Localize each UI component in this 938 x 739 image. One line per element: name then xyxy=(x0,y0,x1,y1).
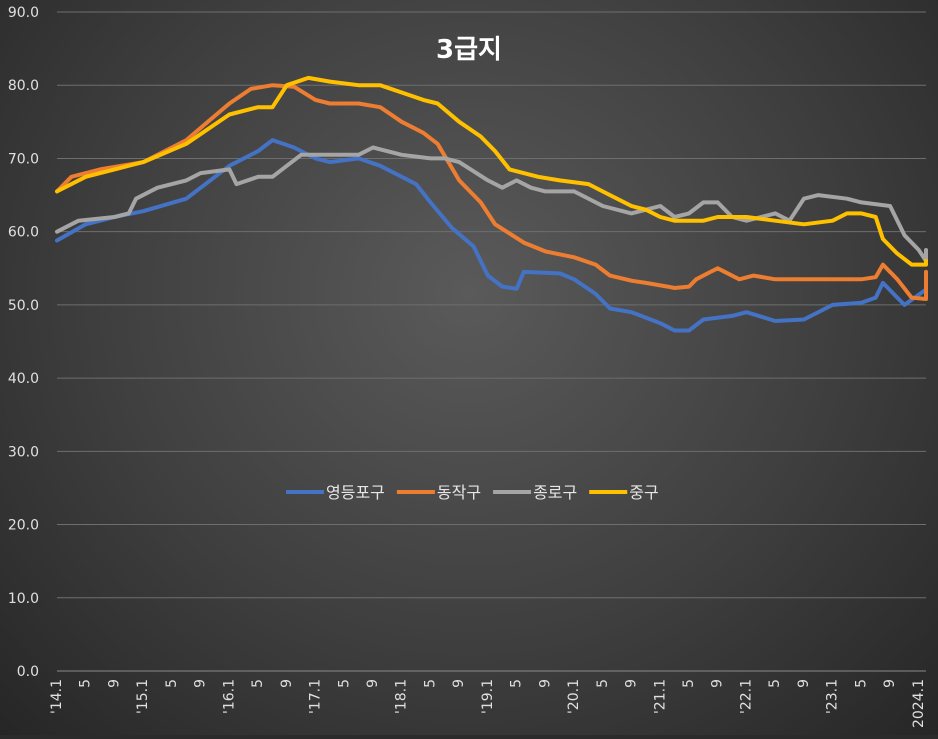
x-tick-label: 9 xyxy=(279,679,295,688)
legend-label-1: 동작구 xyxy=(437,483,481,502)
x-tick-label: '19.1 xyxy=(480,679,496,714)
x-tick-label: 5 xyxy=(250,679,266,688)
x-tick-label: 5 xyxy=(681,679,697,688)
x-tick-label: 9 xyxy=(882,679,898,688)
series-layer xyxy=(55,75,928,333)
x-tick-label: 5 xyxy=(336,679,352,688)
y-tick-label: 50.0 xyxy=(8,298,39,314)
x-tick-label: 9 xyxy=(451,679,467,688)
y-tick-label: 80.0 xyxy=(8,78,39,94)
series-line-0 xyxy=(55,138,928,333)
x-tick-label: 5 xyxy=(595,679,611,688)
x-tick-label: '23.1 xyxy=(825,679,841,714)
y-tick-label: 90.0 xyxy=(8,5,39,21)
x-tick-label: 5 xyxy=(422,679,438,688)
x-tick-label: '21.1 xyxy=(652,679,668,714)
series-line-3 xyxy=(55,75,928,267)
y-tick-label: 30.0 xyxy=(8,444,39,460)
x-tick-label: 5 xyxy=(509,679,525,688)
y-tick-label: 10.0 xyxy=(8,591,39,607)
legend-label-0: 영등포구 xyxy=(326,483,385,502)
x-axis: '14.1 5 9 '15.1 5 9 '16.1 5 9 '17.1 5 9 '18.1 5 9 '19.1… xyxy=(49,679,927,728)
chart-title: 3급지 xyxy=(436,35,502,65)
x-tick-label: '20.1 xyxy=(566,679,582,714)
x-tick-label: 9 xyxy=(537,679,553,688)
x-tick-label: '15.1 xyxy=(135,679,151,714)
x-tick-label: 9 xyxy=(106,679,122,688)
legend-label-2: 종로구 xyxy=(533,483,577,502)
legend: 영등포구 동작구 종로구 중구 xyxy=(286,483,659,502)
x-tick-label: 9 xyxy=(796,679,812,688)
x-tick-label: '22.1 xyxy=(738,679,754,714)
legend-label-3: 중구 xyxy=(629,483,658,502)
x-tick-label: 5 xyxy=(767,679,783,688)
y-tick-label: 20.0 xyxy=(8,518,39,534)
x-tick-label: '14.1 xyxy=(49,679,65,714)
y-tick-label: 60.0 xyxy=(8,225,39,241)
x-tick-label: '18.1 xyxy=(394,679,410,714)
x-tick-label: 2024.1 xyxy=(911,679,927,728)
y-tick-label: 70.0 xyxy=(8,151,39,167)
x-tick-label: 5 xyxy=(164,679,180,688)
x-tick-label: 5 xyxy=(853,679,869,688)
x-tick-label: 5 xyxy=(78,679,94,688)
x-tick-label: '17.1 xyxy=(308,679,324,714)
y-axis: 0.0 10.0 20.0 30.0 40.0 50.0 60.0 70.0 80.0 90.0 xyxy=(8,5,39,680)
x-tick-label: '16.1 xyxy=(221,679,237,714)
x-tick-label: 9 xyxy=(365,679,381,688)
y-tick-label: 40.0 xyxy=(8,371,39,387)
x-tick-label: 9 xyxy=(624,679,640,688)
x-tick-label: 9 xyxy=(710,679,726,688)
x-tick-label: 9 xyxy=(193,679,209,688)
y-tick-label: 0.0 xyxy=(17,664,39,680)
series-line-1 xyxy=(55,83,928,301)
series-line-2 xyxy=(55,145,928,263)
grid-layer xyxy=(57,11,926,672)
